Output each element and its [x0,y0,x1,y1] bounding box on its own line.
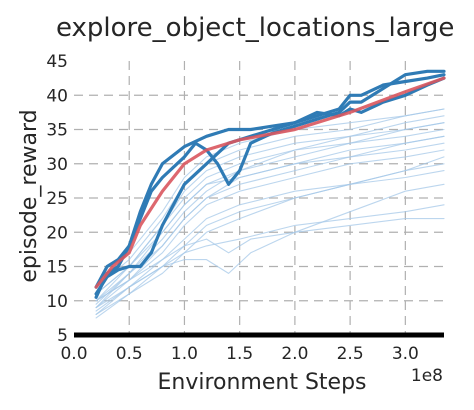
background-series-line [95,122,445,302]
background-series-line [95,163,445,315]
x-tick-label: 0.5 [116,344,143,364]
y-tick-label: 10 [46,292,68,312]
axes: 0.0 0.5 1.0 1.5 2.0 2.5 3.0 5 10 15 20 25 30 35 40 45 [46,52,444,364]
y-tick-label: 15 [46,258,68,278]
x-tick-label: 2.5 [337,344,364,364]
y-tick-label: 25 [46,189,68,209]
x-axis-title: Environment Steps [157,370,366,395]
background-series-line [95,142,445,295]
chart-title: explore_object_locations_large [56,13,454,43]
y-tick-label: 20 [46,223,68,243]
mean-series-line [94,76,446,289]
background-series-line [95,108,445,288]
background-series-line [95,218,445,302]
background-series-line [95,170,445,319]
series-group [94,69,446,319]
background-series-line [95,149,445,309]
x-tick-label: 0.0 [60,344,87,364]
highlight-series-line [94,76,446,299]
x-axis-exponent-label: 1e8 [411,366,443,386]
x-tick-label: 3.0 [392,344,419,364]
background-series-line [95,135,445,302]
background-series-line [95,156,445,315]
x-tick-label: 1.5 [226,344,253,364]
grid [74,61,444,335]
highlight-series-line [94,69,446,289]
y-tick-label: 45 [46,52,68,72]
y-axis-title: episode_reward [17,109,42,282]
x-tick-label: 2.0 [281,344,308,364]
background-series-line [95,115,445,309]
y-tick-label: 35 [46,121,68,141]
y-tick-label: 5 [57,326,68,346]
y-tick-label: 30 [46,155,68,175]
background-series-line [95,183,445,309]
background-series-line [95,135,445,302]
y-tick-label: 40 [46,86,68,106]
x-tick-label: 1.0 [171,344,198,364]
